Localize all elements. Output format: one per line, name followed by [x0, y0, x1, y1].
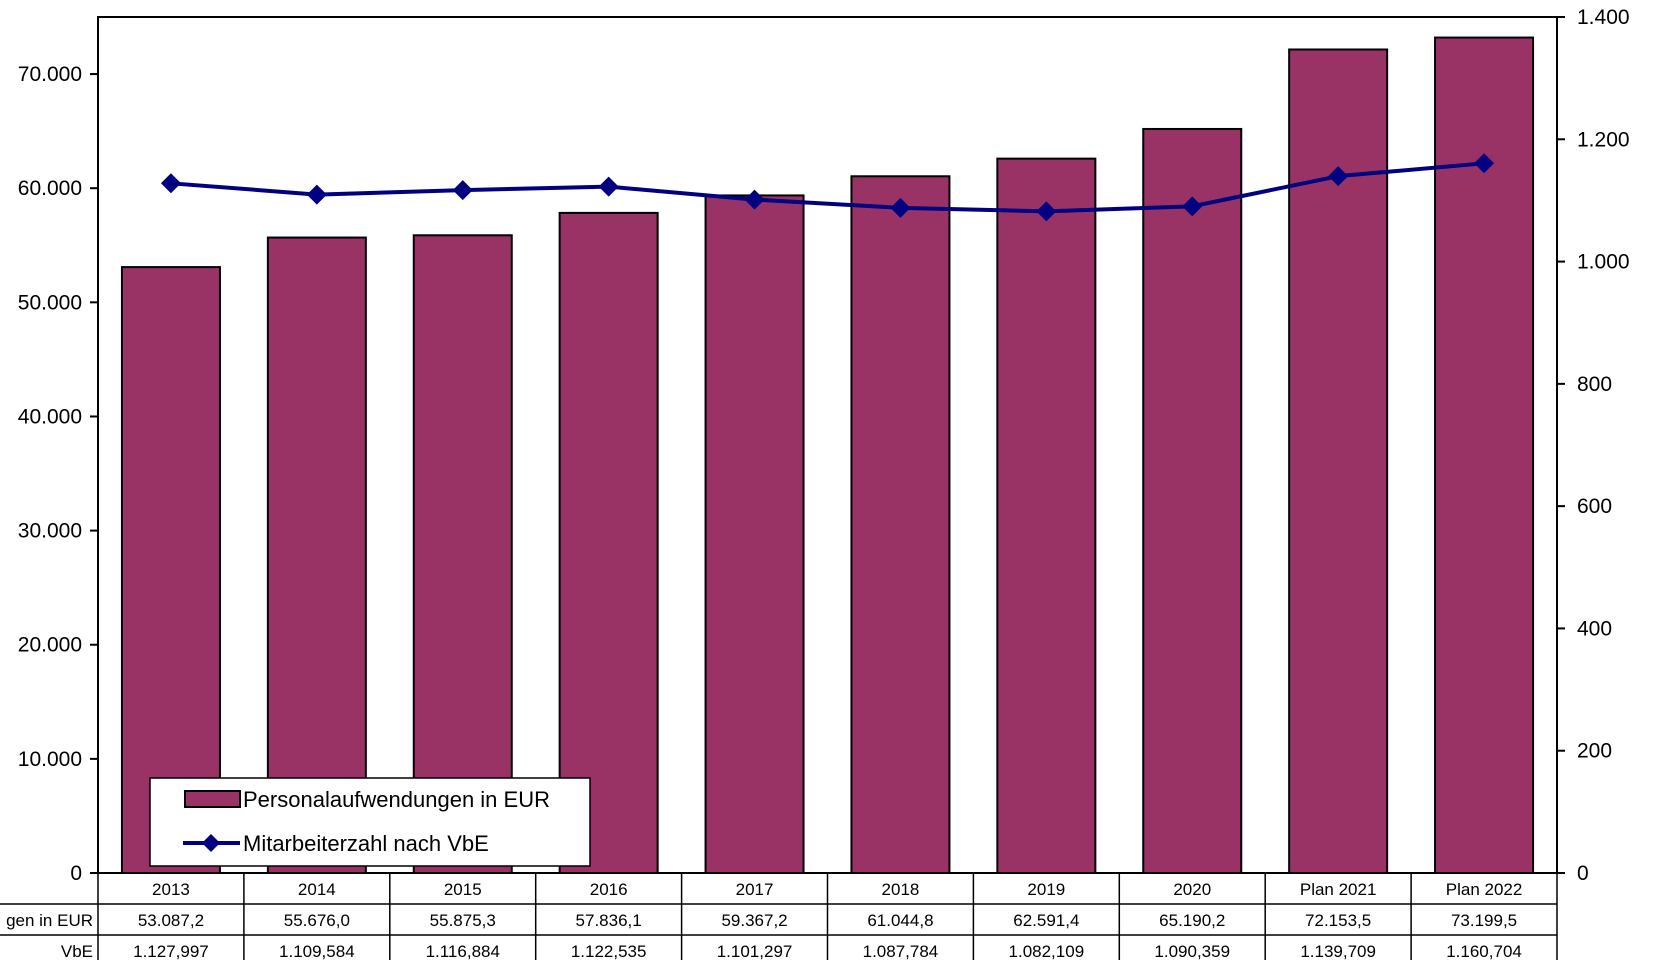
table-cell: 1.087,784 — [863, 942, 939, 960]
line-point-2014 — [306, 184, 327, 205]
legend-label-bar: Personalaufwendungen in EUR — [243, 787, 550, 812]
left-tick-label: 0 — [70, 862, 82, 885]
table-header-cell: 2020 — [1173, 880, 1211, 899]
table-cell: 1.082,109 — [1009, 942, 1085, 960]
line-point-2020 — [1182, 196, 1203, 217]
line-point-plan-2021 — [1328, 166, 1349, 187]
line-series — [160, 153, 1495, 222]
table-cell: 59.367,2 — [721, 911, 787, 930]
right-tick-label: 1.000 — [1577, 251, 1630, 274]
table-row-label: VbE — [61, 942, 93, 960]
table-cell: 53.087,2 — [138, 911, 204, 930]
bar-2017 — [704, 194, 805, 874]
line-point-2018 — [890, 197, 911, 218]
table-cell: 65.190,2 — [1159, 911, 1225, 930]
bar-2020 — [1142, 127, 1243, 874]
right-tick-label: 400 — [1577, 617, 1612, 640]
bar-series — [120, 36, 1535, 875]
table-header-cell: 2018 — [882, 880, 920, 899]
left-tick-label: 40.000 — [18, 405, 82, 428]
right-tick-label: 600 — [1577, 495, 1612, 518]
table-header-cell: 2017 — [736, 880, 774, 899]
bar-2014 — [266, 236, 367, 874]
table-header-cell: Plan 2022 — [1446, 880, 1523, 899]
line-point-2015 — [452, 180, 473, 201]
left-tick-label: 20.000 — [18, 634, 82, 657]
table-header-cell: 2015 — [444, 880, 482, 899]
line-point-2019 — [1036, 201, 1057, 222]
left-y-axis: 0 10.000 20.000 30.000 40.000 50.000 60.000 70.… — [18, 63, 98, 885]
line-point-2016 — [598, 176, 619, 197]
table-cell: 1.122,535 — [571, 942, 647, 960]
right-tick-label: 800 — [1577, 373, 1612, 396]
table-cell: 61.044,8 — [867, 911, 933, 930]
right-tick-label: 1.400 — [1577, 6, 1630, 29]
table-cell: 73.199,5 — [1451, 911, 1517, 930]
table-cell: 72.153,5 — [1305, 911, 1371, 930]
legend-swatch-bar — [184, 790, 241, 808]
right-tick-label: 200 — [1577, 740, 1612, 763]
table-cell: 1.116,884 — [426, 942, 500, 960]
left-tick-label: 70.000 — [18, 63, 82, 86]
table-cell: 1.090,359 — [1154, 942, 1230, 960]
bar-2018 — [850, 175, 951, 875]
line-point-plan-2022 — [1474, 153, 1495, 174]
legend: Personalaufwendungen in EUR Mitarbeiterz… — [149, 777, 591, 867]
table-cell: 1.101,297 — [717, 942, 793, 960]
table-cell: 1.139,709 — [1300, 942, 1376, 960]
left-tick-label: 50.000 — [18, 291, 82, 314]
legend-marker-diamond — [202, 834, 220, 852]
left-tick-label: 10.000 — [18, 748, 82, 771]
table-row-label: gen in EUR — [6, 911, 93, 930]
table-cell: 55.676,0 — [284, 911, 350, 930]
right-y-axis: 0 200 400 600 800 1.000 1.200 1.400 — [1557, 6, 1630, 885]
table-cell: 1.109,584 — [279, 942, 355, 960]
right-tick-label: 0 — [1577, 862, 1589, 885]
left-tick-label: 30.000 — [18, 520, 82, 543]
line-path — [170, 161, 1485, 214]
table-header-cell: 2019 — [1027, 880, 1065, 899]
table-header-cell: 2016 — [590, 880, 628, 899]
legend-label-line: Mitarbeiterzahl nach VbE — [243, 831, 489, 856]
left-tick-label: 60.000 — [18, 177, 82, 200]
right-tick-label: 1.200 — [1577, 128, 1630, 151]
bar-2016 — [558, 211, 659, 874]
table-cell: 57.836,1 — [576, 911, 642, 930]
table-cell: 1.160,704 — [1446, 942, 1522, 960]
table-header-cell: Plan 2021 — [1300, 880, 1377, 899]
table-cell: 62.591,4 — [1013, 911, 1079, 930]
bar-plan-2021 — [1288, 48, 1389, 875]
bar-2019 — [996, 157, 1097, 875]
table-header-cell: 2013 — [152, 880, 190, 899]
table-header-cell: 2014 — [298, 880, 336, 899]
line-point-2017 — [744, 189, 765, 210]
table-cell: 55.875,3 — [430, 911, 496, 930]
bar-2015 — [412, 234, 513, 875]
data-table: 2013 2014 2015 2016 2017 2018 2019 2020 Plan 202… — [0, 872, 1558, 960]
table-cell: 1.127,997 — [133, 942, 209, 960]
line-point-2013 — [160, 173, 181, 194]
